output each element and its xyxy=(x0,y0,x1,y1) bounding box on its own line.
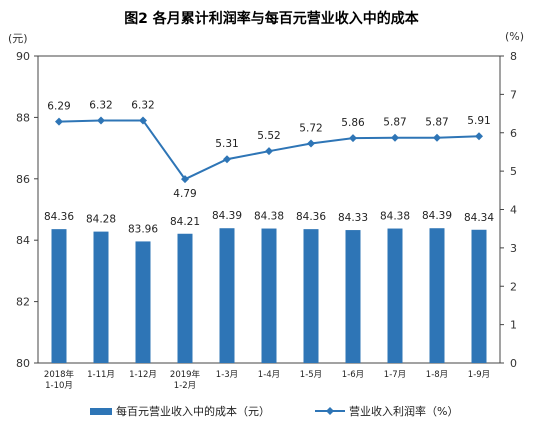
left-tick-label: 80 xyxy=(16,357,30,370)
left-tick-label: 90 xyxy=(16,50,30,63)
bar xyxy=(261,228,277,363)
line-point xyxy=(391,133,399,142)
legend-item-line: 营业收入利润率（%） xyxy=(315,403,458,419)
bar-value-label: 84.39 xyxy=(422,210,452,222)
line-point xyxy=(139,116,147,125)
x-tick-label: 1-5月 xyxy=(300,370,322,380)
bar xyxy=(471,229,487,363)
bar xyxy=(387,228,403,363)
bar xyxy=(177,233,193,363)
x-tick-label: 1-8月 xyxy=(426,370,448,380)
line-value-label: 5.87 xyxy=(383,117,406,129)
bar xyxy=(345,230,361,363)
right-tick-label: 8 xyxy=(510,50,517,63)
right-tick-label: 2 xyxy=(510,280,517,293)
x-tick-label: 2018年 xyxy=(44,369,75,380)
bar-value-label: 84.36 xyxy=(296,211,326,223)
bar xyxy=(135,241,151,363)
left-tick-label: 82 xyxy=(16,296,30,309)
left-axis-unit-label: (元) xyxy=(8,32,28,45)
x-tick-label: 1-9月 xyxy=(468,370,490,380)
legend-bar-label: 每百元营业收入中的成本（元） xyxy=(116,405,270,418)
line-point xyxy=(265,147,273,156)
right-tick-label: 4 xyxy=(510,204,517,217)
legend-line-swatch xyxy=(315,407,345,415)
x-tick-label: 1-2月 xyxy=(174,381,196,391)
line-point xyxy=(349,134,357,143)
line-point xyxy=(307,139,315,148)
bar-value-label: 84.34 xyxy=(464,212,494,224)
x-tick-label: 1-11月 xyxy=(87,370,115,380)
x-tick-label: 1-6月 xyxy=(342,370,364,380)
line-value-label: 5.91 xyxy=(467,115,490,127)
legend-line-label: 营业收入利润率（%） xyxy=(349,405,459,418)
bar-value-label: 84.36 xyxy=(44,211,74,223)
x-tick-label: 1-10月 xyxy=(45,381,73,391)
x-tick-label: 1-3月 xyxy=(216,370,238,380)
bar-value-label: 84.28 xyxy=(86,214,116,226)
line-point xyxy=(475,132,483,141)
line-value-label: 5.31 xyxy=(215,138,238,150)
left-tick-label: 86 xyxy=(16,173,30,186)
right-tick-label: 0 xyxy=(510,357,517,370)
right-tick-label: 7 xyxy=(510,88,517,101)
line-value-label: 5.87 xyxy=(425,117,448,129)
right-axis-unit-label: (%) xyxy=(505,30,525,43)
line-value-label: 5.72 xyxy=(299,122,322,134)
chart-title: 图2 各月累计利润率与每百元营业收入中的成本 xyxy=(124,11,419,27)
bar xyxy=(429,228,445,363)
x-tick-label: 1-7月 xyxy=(384,370,406,380)
line-point xyxy=(433,133,441,142)
left-tick-label: 84 xyxy=(16,234,30,247)
bar-value-label: 84.39 xyxy=(212,210,242,222)
x-tick-label: 1-4月 xyxy=(258,370,280,380)
bar xyxy=(93,231,109,363)
bar-value-label: 84.38 xyxy=(254,211,284,223)
bar xyxy=(219,228,235,363)
bar-value-label: 84.38 xyxy=(380,211,410,223)
line-point xyxy=(223,155,231,164)
bar-value-label: 83.96 xyxy=(128,223,158,235)
line-point xyxy=(181,175,189,184)
line-value-label: 4.79 xyxy=(173,188,196,200)
line-point xyxy=(97,116,105,125)
line-point xyxy=(55,117,63,126)
legend-bar-swatch xyxy=(90,407,112,415)
right-tick-label: 1 xyxy=(510,319,517,332)
right-tick-label: 5 xyxy=(510,165,517,178)
bar xyxy=(303,229,319,363)
line-value-label: 6.29 xyxy=(47,101,70,113)
bar-value-label: 84.33 xyxy=(338,212,368,224)
right-tick-label: 6 xyxy=(510,127,517,140)
x-tick-label: 2019年 xyxy=(170,369,201,380)
right-tick-label: 3 xyxy=(510,242,517,255)
left-tick-label: 88 xyxy=(16,111,30,124)
line-value-label: 5.86 xyxy=(341,117,365,129)
line-value-label: 5.52 xyxy=(257,130,280,142)
bar-value-label: 84.21 xyxy=(170,216,200,228)
bar xyxy=(51,229,67,363)
legend-item-bar: 每百元营业收入中的成本（元） xyxy=(90,403,270,419)
line-value-label: 6.32 xyxy=(131,99,154,111)
x-tick-label: 1-12月 xyxy=(129,370,157,380)
line-value-label: 6.32 xyxy=(89,99,112,111)
